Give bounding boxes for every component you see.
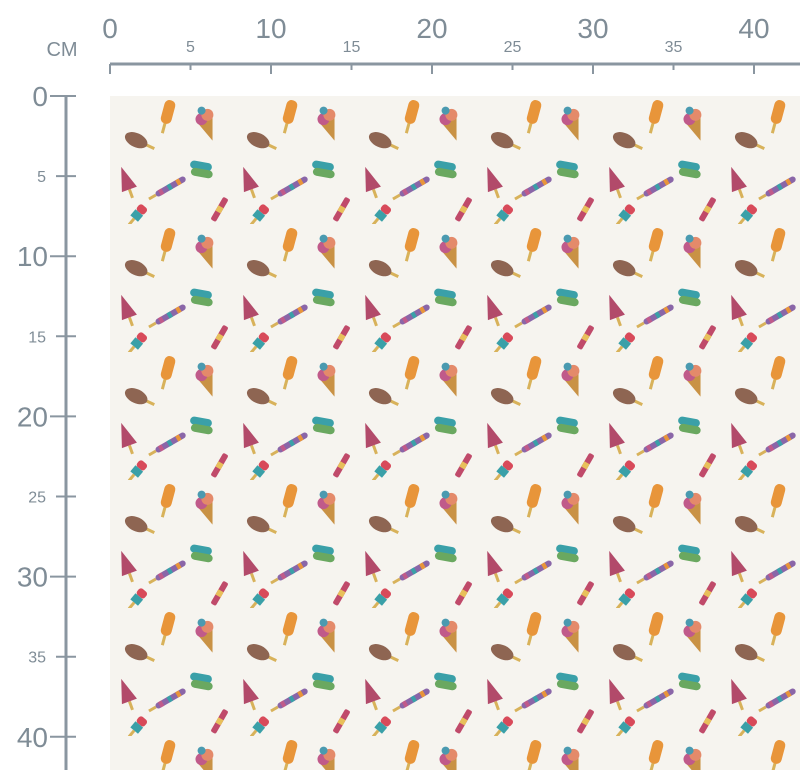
left-tick-label: 10 — [17, 241, 48, 272]
left-tick-label: 30 — [17, 562, 48, 593]
top-tick-label: 20 — [416, 13, 447, 44]
top-tick-label: 25 — [504, 39, 522, 56]
top-tick-label: 0 — [102, 13, 118, 44]
top-tick-label: 40 — [738, 13, 769, 44]
left-tick-label: 0 — [32, 81, 48, 112]
top-tick-label: 35 — [665, 39, 683, 56]
left-tick-label: 25 — [28, 490, 46, 507]
top-tick-label: 5 — [186, 39, 195, 56]
fabric-pattern — [110, 96, 800, 770]
left-tick-label: 40 — [17, 722, 48, 753]
top-tick-label: 30 — [577, 13, 608, 44]
unit-label: CM — [46, 39, 77, 61]
left-tick-label: 35 — [28, 650, 46, 667]
ruler-ticks: 0 5 10 15 20 25 30 35 40 0 5 10 15 20 25 30 35 40 — [17, 13, 770, 753]
top-tick-label: 10 — [255, 13, 286, 44]
left-tick-label: 15 — [28, 329, 46, 346]
top-tick-label: 15 — [343, 39, 361, 56]
left-tick-label: 20 — [17, 401, 48, 432]
left-tick-label: 5 — [37, 169, 46, 186]
